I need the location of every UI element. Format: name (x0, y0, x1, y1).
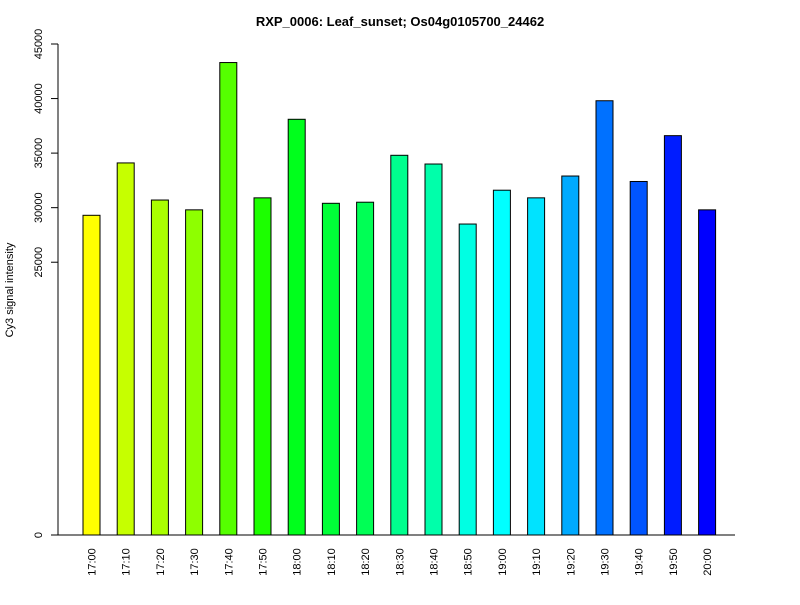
x-tick-label: 18:10 (326, 548, 338, 576)
bar (82, 214, 101, 536)
bar (527, 197, 546, 536)
x-tick-label: 19:10 (531, 548, 543, 576)
x-tick-label: 17:30 (189, 548, 201, 576)
x-tick-label: 18:00 (292, 548, 304, 576)
x-tick-label: 20:00 (702, 548, 714, 576)
bar (492, 189, 511, 536)
y-tick-label: 45000 (33, 29, 45, 60)
bar-series (82, 62, 717, 536)
bar (698, 209, 717, 536)
x-tick-label: 18:40 (429, 548, 441, 576)
bar (390, 154, 409, 536)
x-axis: 17:00 17:10 17:20 17:30 17:40 17:50 18:00 18:10… (58, 534, 735, 576)
x-tick-label: 18:30 (394, 548, 406, 576)
bar (663, 135, 682, 536)
x-tick-label: 17:50 (258, 548, 270, 576)
y-tick-label: 0 (33, 532, 45, 538)
y-axis-label: Cy3 signal intensity (4, 242, 16, 337)
bar (561, 175, 580, 536)
bar (150, 199, 169, 536)
bar (185, 209, 204, 536)
x-tick-label: 17:20 (155, 548, 167, 576)
bar (287, 118, 306, 536)
y-axis: 0 25000 30000 35000 40000 45000 (33, 29, 59, 538)
y-tick-label: 35000 (33, 138, 45, 169)
y-tick-label: 40000 (33, 83, 45, 114)
y-tick-label: 25000 (33, 247, 45, 278)
x-tick-label: 18:20 (360, 548, 372, 576)
x-tick-label: 17:10 (121, 548, 133, 576)
bar (253, 197, 272, 536)
bar (458, 223, 477, 536)
x-tick-label: 17:00 (87, 548, 99, 576)
bar (116, 162, 135, 536)
x-tick-label: 19:20 (565, 548, 577, 576)
x-tick-label: 19:30 (600, 548, 612, 576)
x-tick-label: 19:40 (634, 548, 646, 576)
bar (356, 201, 375, 536)
y-tick-label: 30000 (33, 192, 45, 223)
bar (321, 202, 340, 536)
x-tick-label: 17:40 (223, 548, 235, 576)
chart-title: RXP_0006: Leaf_sunset; Os04g0105700_2446… (256, 14, 544, 29)
bar (595, 100, 614, 536)
bar (424, 163, 443, 536)
x-tick-label: 19:50 (668, 548, 680, 576)
bar (629, 180, 648, 536)
x-tick-label: 18:50 (463, 548, 475, 576)
x-tick-label: 19:00 (497, 548, 509, 576)
bar (219, 62, 238, 536)
